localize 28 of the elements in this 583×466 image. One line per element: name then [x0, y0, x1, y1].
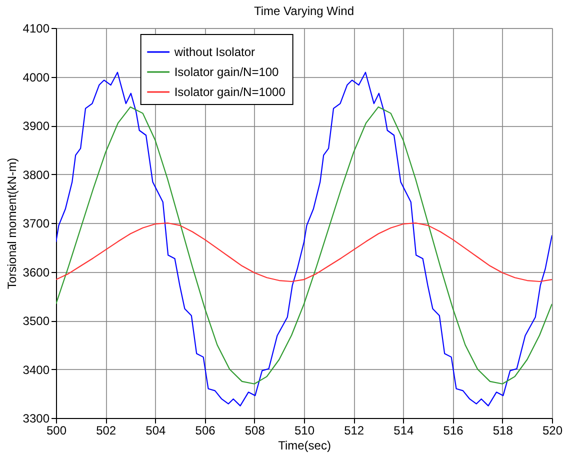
x-tick-label: 510	[294, 424, 315, 438]
y-tick-label: 4100	[22, 22, 50, 36]
x-tick-label: 514	[394, 424, 414, 438]
x-tick-label: 506	[195, 424, 216, 438]
x-tick-label: 500	[46, 424, 67, 438]
y-tick-label: 3600	[22, 265, 50, 280]
line-series	[56, 222, 552, 282]
y-tick-label: 3900	[22, 119, 50, 133]
x-tick-label: 520	[542, 424, 563, 438]
y-tick-label: 3300	[22, 412, 50, 426]
y-tick-label: 3800	[22, 168, 50, 182]
y-tick-label: 3500	[22, 314, 50, 328]
legend-label: Isolator gain/N=100	[174, 65, 280, 79]
y-tick-label: 3700	[22, 216, 50, 230]
x-tick-label: 518	[492, 424, 514, 438]
y-tick-label: 4000	[22, 70, 50, 84]
x-tick-label: 512	[344, 424, 364, 438]
legend-label: without Isolator	[173, 45, 256, 59]
x-tick-label: 502	[96, 424, 116, 438]
x-axis-title: Time(sec)	[278, 438, 331, 452]
y-axis-title: Torsional moment(kN-m)	[4, 158, 19, 290]
y-tick-label: 3400	[22, 362, 50, 377]
x-tick-label: 504	[146, 424, 166, 438]
chart-title: Time Varying Wind	[254, 4, 354, 18]
x-tick-label: 516	[443, 424, 464, 438]
x-tick-label: 508	[244, 424, 266, 438]
line-series	[56, 106, 552, 384]
legend-label: Isolator gain/N=1000	[174, 85, 286, 99]
